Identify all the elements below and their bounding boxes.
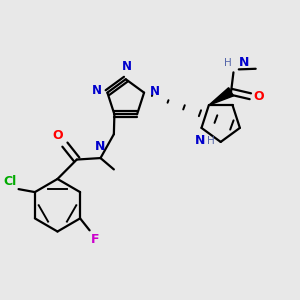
- Text: N: N: [195, 134, 205, 148]
- Text: N: N: [122, 60, 132, 73]
- Text: Cl: Cl: [4, 175, 17, 188]
- Text: N: N: [149, 85, 159, 98]
- Polygon shape: [209, 88, 233, 105]
- Text: N: N: [92, 84, 101, 97]
- Text: H: H: [207, 136, 214, 146]
- Text: F: F: [91, 233, 100, 246]
- Text: H: H: [224, 58, 232, 68]
- Text: O: O: [253, 90, 264, 103]
- Text: O: O: [52, 129, 62, 142]
- Text: N: N: [239, 56, 249, 69]
- Text: N: N: [95, 140, 106, 153]
